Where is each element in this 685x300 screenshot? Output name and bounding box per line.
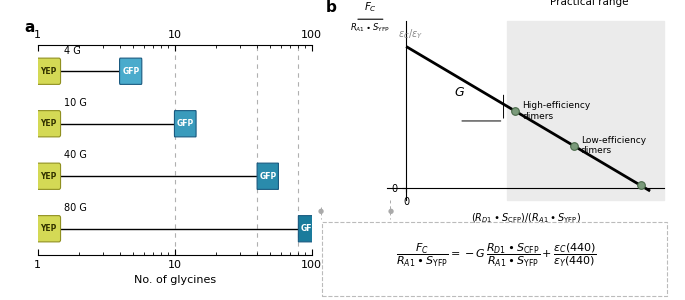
Text: 40 G: 40 G [64,151,86,160]
FancyBboxPatch shape [299,216,320,242]
Text: GFP: GFP [122,67,140,76]
FancyBboxPatch shape [35,216,60,242]
Text: YEP: YEP [40,119,56,128]
Text: 4 G: 4 G [64,46,81,56]
FancyBboxPatch shape [35,163,60,189]
FancyBboxPatch shape [175,111,196,137]
Text: High-efficiency
dimers: High-efficiency dimers [522,101,590,121]
Text: GFP: GFP [301,224,318,233]
Text: 80 G: 80 G [64,203,86,213]
Text: ●: ● [318,208,323,214]
Text: YEP: YEP [40,172,56,181]
Text: ●: ● [388,208,393,214]
Text: $F_C$: $F_C$ [364,0,377,14]
Text: $G$: $G$ [453,86,464,99]
Text: GFP: GFP [259,172,277,181]
Text: YEP: YEP [40,67,56,76]
Text: a: a [24,20,34,35]
FancyBboxPatch shape [120,58,142,84]
Text: YEP: YEP [40,224,56,233]
Text: $\varepsilon_C/\varepsilon_Y$: $\varepsilon_C/\varepsilon_Y$ [398,27,423,41]
Text: Practical range: Practical range [550,0,629,7]
Bar [507,21,664,200]
Text: GFP: GFP [177,119,194,128]
FancyBboxPatch shape [257,163,278,189]
FancyBboxPatch shape [35,58,60,84]
Text: $\dfrac{F_C}{R_{A1} \bullet S_{\rm YFP}} = -G\,\dfrac{R_{D1} \bullet S_{\rm CFP}: $\dfrac{F_C}{R_{A1} \bullet S_{\rm YFP}}… [396,242,597,268]
Text: 10 G: 10 G [64,98,86,108]
X-axis label: No. of glycines: No. of glycines [134,275,216,285]
X-axis label: $(R_{D1} \bullet S_{\rm CFP})/(R_{A1} \bullet S_{\rm YFP})$: $(R_{D1} \bullet S_{\rm CFP})/(R_{A1} \b… [471,212,581,225]
FancyBboxPatch shape [35,111,60,137]
Text: Low-efficiency
dimers: Low-efficiency dimers [581,136,646,155]
Text: $R_{A1} \bullet S_{\rm YFP}$: $R_{A1} \bullet S_{\rm YFP}$ [351,21,390,34]
Text: b: b [326,0,337,15]
